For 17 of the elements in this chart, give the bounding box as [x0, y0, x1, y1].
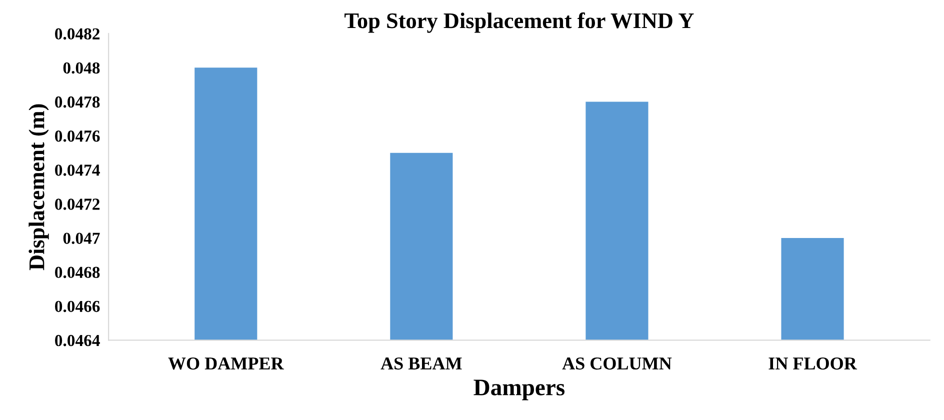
y-tick-label: 0.0482: [55, 28, 100, 40]
x-tick-label: IN FLOOR: [768, 357, 858, 370]
y-tick-label: 0.0466: [55, 300, 100, 312]
y-tick-label: 0.048: [63, 62, 100, 74]
y-tick-label: 0.0472: [55, 198, 100, 210]
x-tick-label: AS BEAM: [380, 357, 462, 370]
y-tick-label: 0.0468: [55, 266, 100, 278]
y-axis-title: Displacement (m): [28, 104, 49, 270]
y-tick-label: 0.0476: [55, 130, 100, 142]
y-tick-label: 0.0478: [55, 96, 100, 108]
x-tick-label: AS COLUMN: [562, 357, 672, 370]
y-tick-label: 0.0474: [55, 164, 100, 176]
y-tick-label: 0.047: [63, 232, 100, 244]
chart-title: Top Story Displacement for WIND Y: [344, 12, 694, 33]
x-tick-label: WO DAMPER: [168, 357, 284, 370]
x-axis-title: Dampers: [474, 380, 565, 400]
y-tick-label: 0.0464: [55, 334, 100, 346]
